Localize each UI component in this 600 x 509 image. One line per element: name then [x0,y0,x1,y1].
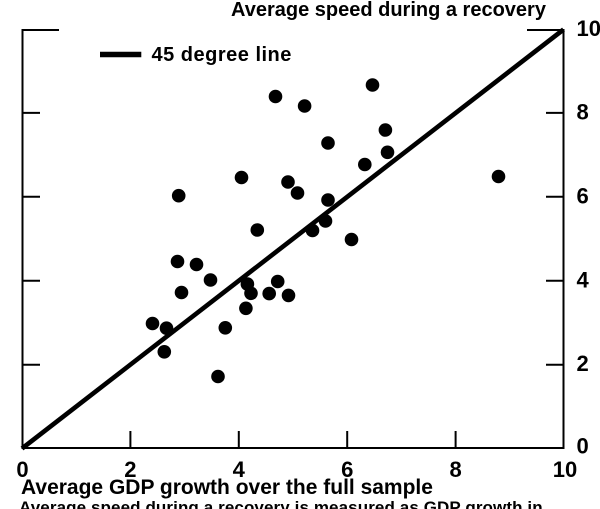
svg-text:4: 4 [233,457,246,482]
svg-text:6: 6 [577,183,589,208]
svg-text:8: 8 [449,457,461,482]
svg-text:6: 6 [341,457,353,482]
svg-text:0: 0 [16,457,28,482]
svg-text:10: 10 [553,457,577,482]
svg-text:Average speed during a recover: Average speed during a recovery is measu… [19,498,543,509]
svg-text:0: 0 [577,434,589,459]
svg-text:10: 10 [577,16,600,41]
svg-text:Average GDP growth over the fu: Average GDP growth over the full sample [21,476,433,499]
svg-text:45 degree line: 45 degree line [152,44,292,66]
svg-text:2: 2 [577,351,589,376]
svg-text:4: 4 [577,267,590,292]
svg-text:8: 8 [577,99,589,124]
svg-text:2: 2 [124,457,136,482]
svg-text:Average speed during a recover: Average speed during a recovery [231,0,547,21]
